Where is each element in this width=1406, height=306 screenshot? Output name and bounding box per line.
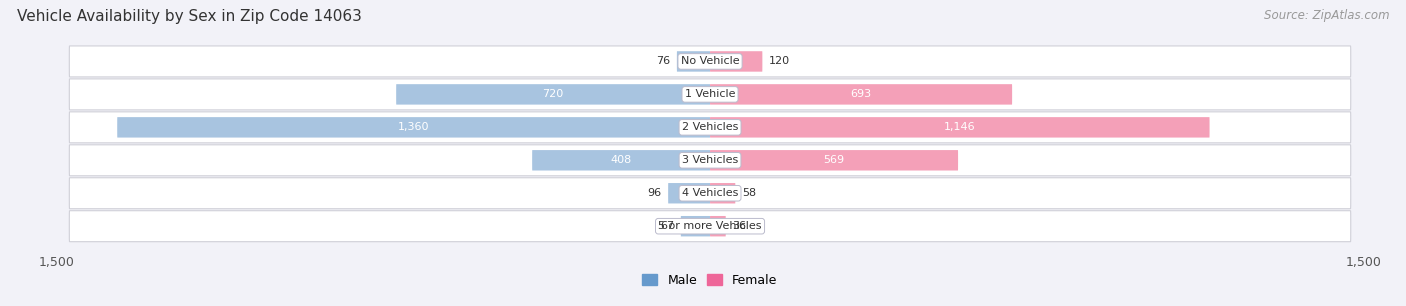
FancyBboxPatch shape xyxy=(681,216,710,237)
FancyBboxPatch shape xyxy=(69,112,1351,143)
FancyBboxPatch shape xyxy=(69,79,1351,110)
FancyBboxPatch shape xyxy=(531,150,710,170)
FancyBboxPatch shape xyxy=(69,46,1351,77)
FancyBboxPatch shape xyxy=(710,183,735,203)
Text: 2 Vehicles: 2 Vehicles xyxy=(682,122,738,132)
FancyBboxPatch shape xyxy=(117,117,710,138)
FancyBboxPatch shape xyxy=(69,178,1351,209)
Text: 1,360: 1,360 xyxy=(398,122,429,132)
Legend: Male, Female: Male, Female xyxy=(637,269,783,292)
Text: 693: 693 xyxy=(851,89,872,99)
FancyBboxPatch shape xyxy=(710,117,1209,138)
Text: 408: 408 xyxy=(610,155,631,165)
Text: 5 or more Vehicles: 5 or more Vehicles xyxy=(658,221,762,231)
Text: 1,146: 1,146 xyxy=(943,122,976,132)
Text: 569: 569 xyxy=(824,155,845,165)
Text: No Vehicle: No Vehicle xyxy=(681,56,740,66)
FancyBboxPatch shape xyxy=(69,211,1351,242)
FancyBboxPatch shape xyxy=(396,84,710,105)
Text: 4 Vehicles: 4 Vehicles xyxy=(682,188,738,198)
Text: 3 Vehicles: 3 Vehicles xyxy=(682,155,738,165)
Text: 720: 720 xyxy=(543,89,564,99)
FancyBboxPatch shape xyxy=(676,51,710,72)
FancyBboxPatch shape xyxy=(710,150,957,170)
Text: 67: 67 xyxy=(661,221,675,231)
FancyBboxPatch shape xyxy=(710,51,762,72)
Text: 76: 76 xyxy=(657,56,671,66)
Text: 1 Vehicle: 1 Vehicle xyxy=(685,89,735,99)
FancyBboxPatch shape xyxy=(710,84,1012,105)
Text: 120: 120 xyxy=(769,56,790,66)
FancyBboxPatch shape xyxy=(710,216,725,237)
Text: 96: 96 xyxy=(648,188,662,198)
FancyBboxPatch shape xyxy=(668,183,710,203)
Text: 36: 36 xyxy=(733,221,747,231)
Text: 58: 58 xyxy=(742,188,756,198)
Text: Source: ZipAtlas.com: Source: ZipAtlas.com xyxy=(1264,9,1389,22)
Text: Vehicle Availability by Sex in Zip Code 14063: Vehicle Availability by Sex in Zip Code … xyxy=(17,9,361,24)
FancyBboxPatch shape xyxy=(69,145,1351,176)
